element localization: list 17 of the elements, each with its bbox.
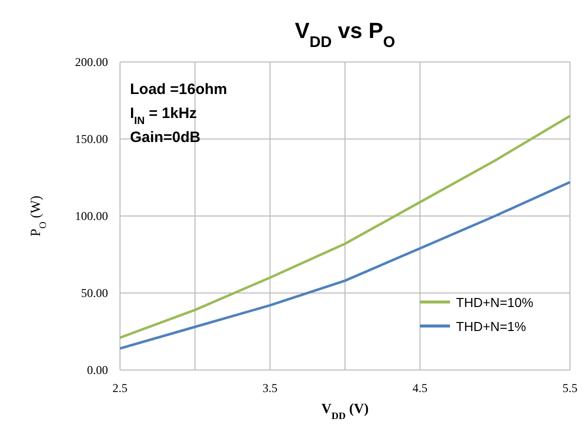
legend-label: THD+N=1% (456, 319, 527, 334)
x-tick-label: 2.5 (112, 381, 128, 395)
legend-label: THD+N=10% (456, 295, 534, 310)
x-axis-title: V$_{DD}$ (V) (321, 402, 369, 422)
y-tick-label: 0.00 (87, 363, 108, 377)
y-tick-label: 50.00 (81, 286, 108, 300)
annotation: Load =16ohm (130, 81, 228, 98)
y-tick-label: 200.00 (75, 55, 108, 69)
annotation: I$_{IN}$ = 1kHz (130, 105, 197, 127)
chart-title: V$_{DD}$ vs P$_{O}$ (294, 18, 396, 50)
line-series (118, 180, 572, 350)
x-tick-label: 3.5 (262, 381, 278, 395)
annotation: Gain=0dB (130, 129, 201, 146)
x-tick-label: 5.5 (562, 381, 578, 395)
x-tick-label: 4.5 (412, 381, 428, 395)
y-tick-label: 150.00 (75, 132, 108, 146)
y-tick-label: 100.00 (75, 209, 108, 223)
